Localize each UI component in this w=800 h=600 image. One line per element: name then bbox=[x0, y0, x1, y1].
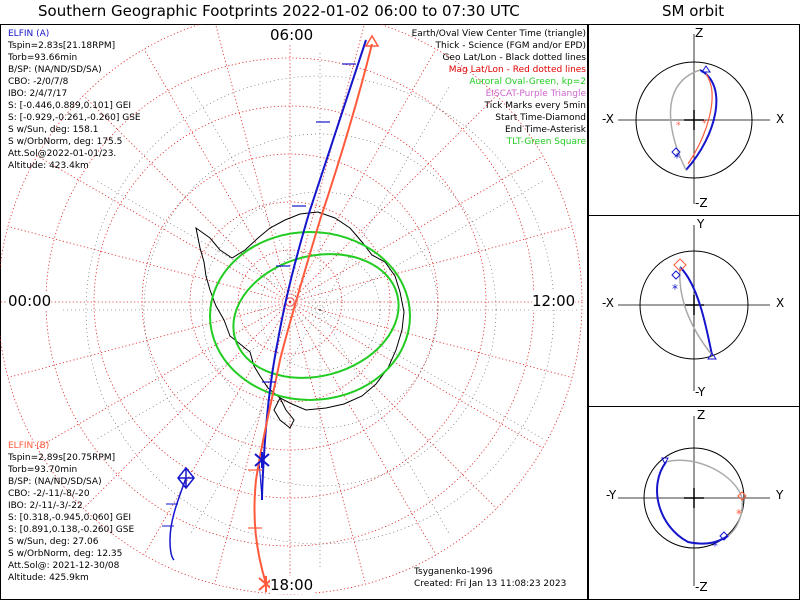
svg-text:*: * bbox=[736, 507, 742, 521]
legend-item: Thick - Science (FGM and/or EPD) bbox=[435, 41, 586, 51]
elfin-b-track bbox=[253, 43, 373, 585]
elfin-b-info-line: CBO: -2/-11/-8/-20 bbox=[8, 489, 90, 499]
orbit1-label-right: X bbox=[776, 112, 785, 126]
clock-label-right: 12:00 bbox=[532, 292, 576, 310]
orbit2-label-top: Y bbox=[697, 217, 705, 231]
elfin-a-view-center-triangle bbox=[364, 34, 380, 47]
legend-item: Mag Lat/Lon - Red dotted lines bbox=[448, 65, 586, 75]
elfin-a-info-line: B/SP: (NA/ND/SD/SA) bbox=[8, 65, 102, 75]
elfin-a-info: ELFIN (A) Tspin=2.83s[21.18RPM] Torb=93.6… bbox=[8, 28, 141, 172]
orbit3-label-left: -Y bbox=[606, 488, 617, 502]
elfin-b-info-line: S: [0.318,-0.945,0.060] GEI bbox=[8, 513, 132, 523]
credit-created: Created: Fri Jan 13 11:08:23 2023 bbox=[414, 579, 567, 589]
orbit1-label-top: Z bbox=[695, 26, 704, 40]
credit-model: Tsyganenko-1996 bbox=[414, 567, 493, 577]
legend-item: Tick Marks every 5min bbox=[484, 101, 586, 111]
elfin-a-name: ELFIN (A) bbox=[8, 29, 50, 39]
svg-text:*: * bbox=[702, 119, 707, 129]
legend-item: Start Time-Diamond bbox=[495, 113, 586, 123]
orbit3-label-right: Y bbox=[776, 488, 784, 502]
orbit-plot-xy: * bbox=[618, 225, 770, 391]
elfin-b-footprint-aux bbox=[169, 477, 187, 561]
orbit-plot-yz: * * bbox=[618, 416, 770, 586]
elfin-a-track-thin bbox=[258, 459, 263, 501]
auroral-oval-inner bbox=[232, 253, 400, 379]
elfin-a-info-line: S: [-0.446,0.889,0.101] GEI bbox=[8, 101, 132, 111]
elfin-b-info-line: S w/OrbNorm, deg: 12.35 bbox=[8, 549, 123, 559]
elfin-a-info-line: Altitude: 423.4km bbox=[8, 161, 89, 171]
elfin-a-info-line: Att.Sol@2022-01-01/23. bbox=[8, 149, 117, 159]
elfin-a-track bbox=[261, 39, 367, 501]
auroral-oval-outer bbox=[209, 231, 411, 401]
orbit1-label-bottom: -Z bbox=[695, 196, 708, 210]
clock-label-top: 06:00 bbox=[270, 26, 314, 44]
elfin-b-info-line: B/SP: (NA/ND/SD/SA) bbox=[8, 477, 102, 487]
elfin-b-info-line: Att.Sol@: 2021-12-30/08 bbox=[8, 561, 120, 571]
legend-item: Earth/Oval View Center Time (triangle) bbox=[411, 29, 586, 39]
orbit2-label-right: X bbox=[776, 296, 785, 310]
orbit-plot-xz: * * * bbox=[618, 34, 770, 204]
geo-latlon-grid bbox=[60, 50, 580, 570]
legend-item: EISCAT-Purple Triangle bbox=[485, 89, 586, 99]
elfin-b-info-line: S: [0.891,0.138,-0.260] GSE bbox=[8, 525, 135, 535]
orbit3-label-top: Z bbox=[697, 408, 706, 422]
orbit-title: SM orbit bbox=[662, 2, 725, 20]
svg-text:*: * bbox=[672, 282, 678, 296]
legend-item: Auroral Oval-Green, kp=2 bbox=[469, 77, 586, 87]
orbit3-label-bottom: -Z bbox=[695, 580, 708, 594]
svg-text:*: * bbox=[712, 539, 718, 553]
start-diamond bbox=[177, 466, 195, 490]
elfin-b-name: ELFIN (B) bbox=[8, 441, 50, 451]
legend: Earth/Oval View Center Time (triangle) Th… bbox=[412, 28, 586, 148]
page-title: Southern Geographic Footprints 2022-01-0… bbox=[38, 2, 520, 20]
elfin-a-info-line: S: [-0.929,-0.261,-0.260] GSE bbox=[8, 113, 141, 123]
legend-item: TLT-Green Square bbox=[506, 137, 586, 147]
elfin-b-info-line: Torb=93.70min bbox=[8, 465, 78, 475]
elfin-b-info-line: S w/Sun, deg: 27.06 bbox=[8, 537, 99, 547]
elfin-a-info-line: IBO: 2/4/7/17 bbox=[8, 89, 68, 99]
elfin-b-info-line: Tspin=2.89s[20.75RPM] bbox=[8, 453, 116, 463]
elfin-b-info-line: IBO: 2/-11/-3/-22 bbox=[8, 501, 83, 511]
elfin-a-info-line: CBO: -2/0/7/8 bbox=[8, 77, 69, 87]
legend-item: End Time-Asterisk bbox=[504, 125, 586, 135]
footprint-map bbox=[0, 24, 583, 595]
legend-item: Geo Lat/Lon - Black dotted lines bbox=[442, 53, 586, 63]
elfin-a-info-line: Torb=93.66min bbox=[8, 53, 78, 63]
svg-text:*: * bbox=[674, 151, 680, 165]
elfin-b-info: ELFIN (B) Tspin=2.89s[20.75RPM] Torb=93.7… bbox=[8, 440, 134, 584]
elfin-a-info-line: Tspin=2.83s[21.18RPM] bbox=[8, 41, 116, 51]
orbit2-label-bottom: -Y bbox=[695, 385, 706, 399]
elfin-a-info-line: S w/OrbNorm, deg: 175.5 bbox=[8, 137, 123, 147]
elfin-a-info-line: S w/Sun, deg: 158.1 bbox=[8, 125, 99, 135]
svg-text:*: * bbox=[676, 121, 681, 131]
end-asterisk-a bbox=[254, 452, 270, 468]
clock-label-bottom: 18:00 bbox=[270, 576, 314, 594]
orbit2-label-left: -X bbox=[602, 296, 614, 310]
orbit1-label-left: -X bbox=[602, 112, 614, 126]
elfin-b-info-line: Altitude: 425.9km bbox=[8, 573, 89, 583]
clock-label-left: 00:00 bbox=[8, 292, 52, 310]
